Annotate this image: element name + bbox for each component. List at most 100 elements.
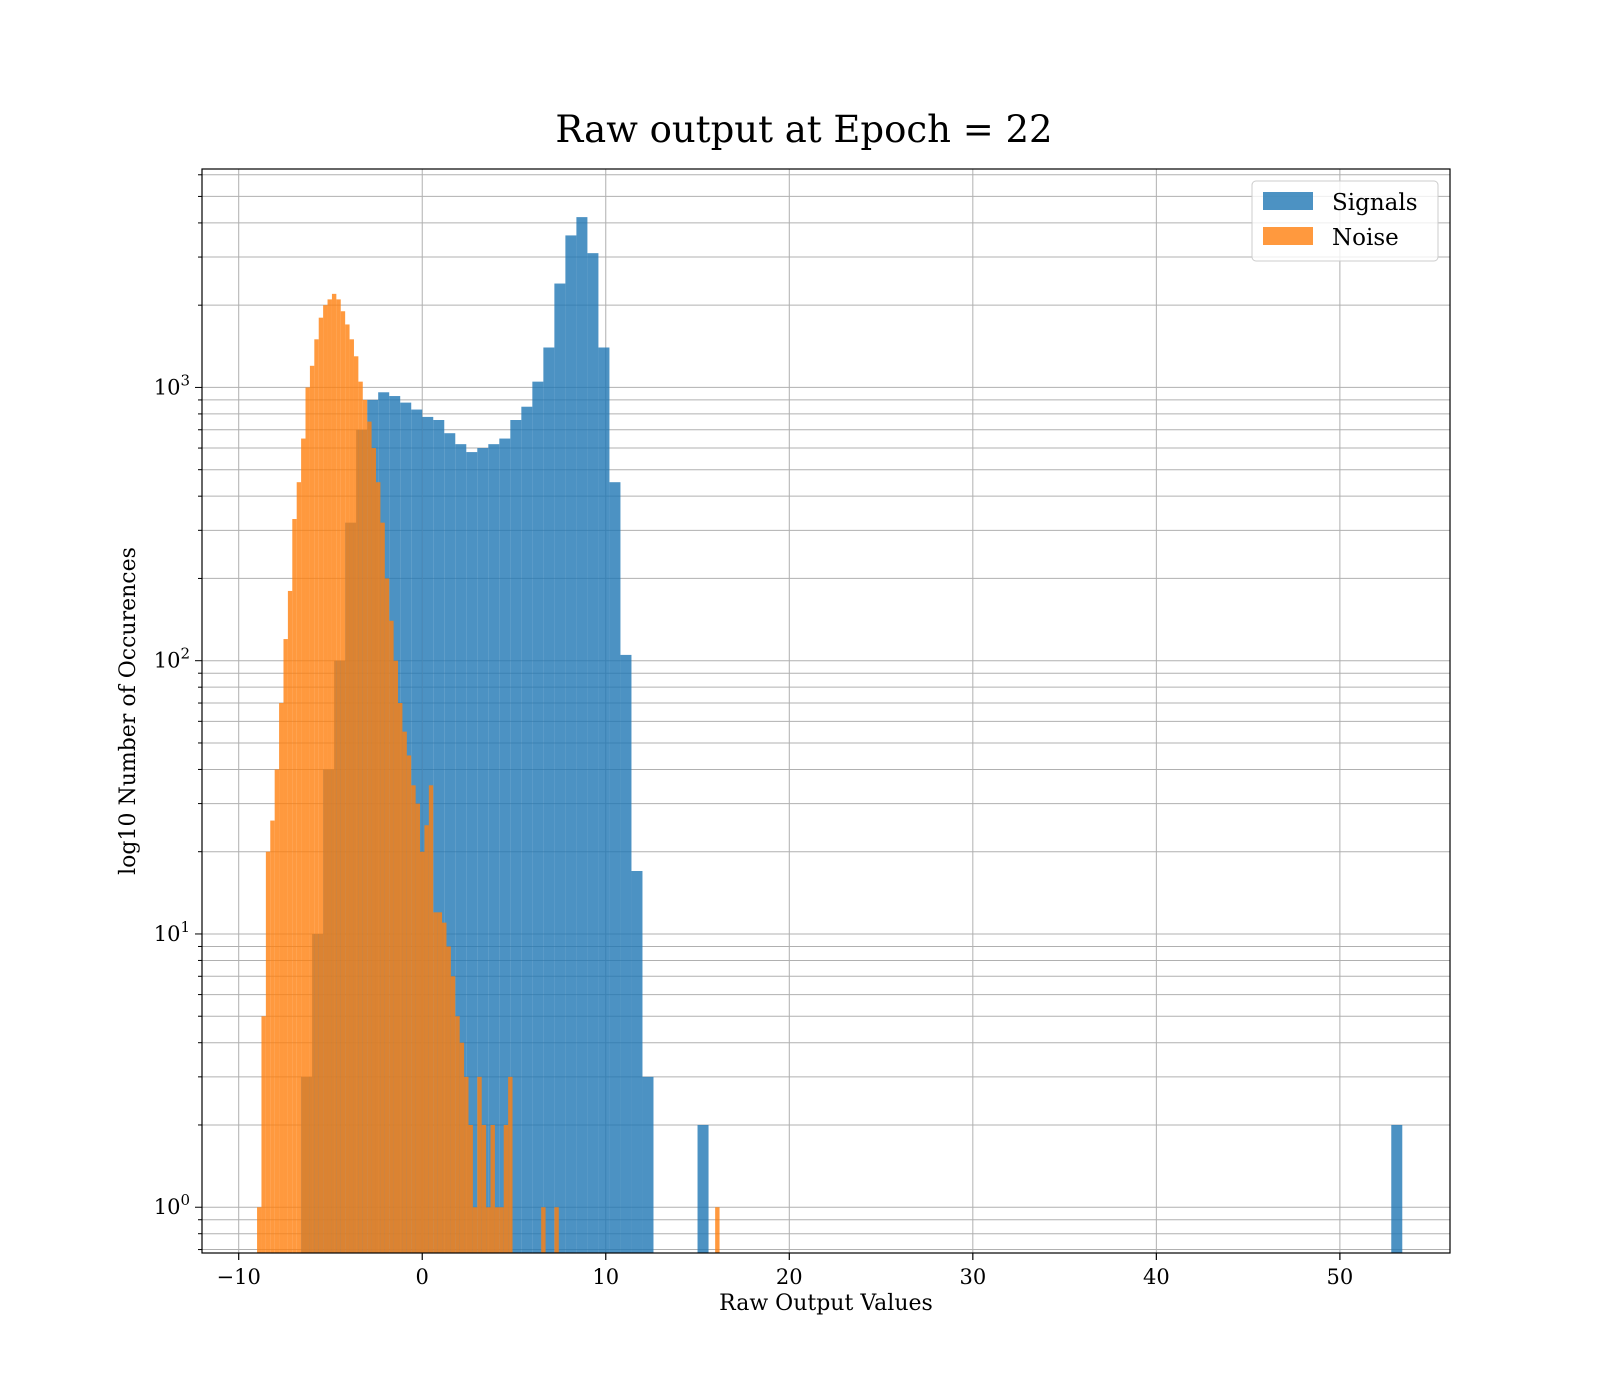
y-axis-ticks: 100 101 102 103 [154, 174, 202, 1251]
histogram-bar-noise [336, 299, 341, 1253]
x-axis-ticks: −10 0 10 20 30 40 50 [217, 1253, 1354, 1289]
histogram-bar-noise [327, 299, 332, 1253]
histogram-bar-signals [455, 444, 467, 1254]
histogram-bar-noise [375, 482, 381, 1253]
histogram-bar-noise [265, 851, 271, 1253]
histogram-bar-signals [466, 452, 478, 1254]
histogram-bar-noise [384, 578, 390, 1253]
histogram-bar-signals [642, 1076, 654, 1253]
histogram-bar-signals [1391, 1124, 1403, 1253]
histogram-bar-signals [565, 235, 577, 1254]
histogram-bar-noise [367, 421, 372, 1253]
histogram-bar-noise [455, 1016, 460, 1253]
histogram-bar-noise [402, 731, 407, 1253]
histogram-bar-noise [389, 620, 394, 1253]
histogram-bar-noise [433, 912, 438, 1253]
histogram-bar-noise [437, 912, 443, 1253]
histogram-bar-noise [283, 639, 288, 1253]
x-tick-label: 50 [1327, 1265, 1354, 1289]
legend-swatch-signals [1263, 192, 1313, 210]
histogram-bar-signals [631, 870, 643, 1253]
histogram-bar-noise [340, 311, 346, 1254]
histogram-bar-signals [510, 420, 522, 1253]
histogram-bar-noise [415, 803, 421, 1253]
histogram-bar-signals [587, 253, 599, 1253]
histogram-bar-noise [468, 1124, 473, 1253]
histogram-bar-noise [486, 1207, 491, 1253]
histogram-bar-noise [318, 317, 324, 1253]
histogram-bar-noise [411, 785, 416, 1253]
histogram-bar-noise [349, 339, 354, 1253]
histogram-bar-signals [576, 217, 588, 1253]
histogram-bar-noise [490, 1124, 495, 1253]
histogram-bar-noise [279, 703, 284, 1253]
y-tick-label: 101 [154, 918, 190, 946]
histogram-bar-noise [508, 1076, 513, 1253]
histogram-bar-noise [261, 1016, 266, 1253]
histogram-bar-noise [362, 399, 368, 1253]
histogram-bar-noise [428, 785, 434, 1253]
x-tick-label: 10 [592, 1265, 619, 1289]
y-tick-label: 103 [154, 371, 190, 399]
legend-label-signals: Signals [1332, 190, 1418, 216]
histogram-bar-noise [393, 660, 399, 1253]
legend-swatch-noise [1263, 227, 1313, 245]
histogram-bar-noise [406, 755, 412, 1253]
histogram-bar-noise [424, 825, 429, 1253]
histogram-bar-noise [270, 820, 275, 1253]
histogram-bar-noise [287, 590, 293, 1253]
y-axis-label: log10 Number of Occurences [116, 547, 141, 875]
histogram-bar-signals [444, 433, 456, 1253]
x-tick-label: 0 [416, 1265, 429, 1289]
histogram-bar-noise [420, 851, 425, 1253]
histogram-bar-noise [477, 1076, 482, 1253]
plot-frame [201, 168, 1451, 1254]
x-tick-label: −10 [217, 1265, 261, 1289]
histogram-bar-noise [345, 324, 350, 1253]
histogram-bar-noise [353, 356, 359, 1253]
histogram-bar-noise [371, 448, 376, 1253]
histogram-bar-noise [472, 1207, 478, 1253]
histogram-bar-signals [554, 283, 566, 1253]
x-tick-label: 30 [959, 1265, 986, 1289]
histogram-bar-noise [442, 922, 447, 1253]
histogram-bar-noise [296, 482, 302, 1253]
histogram-bar-noise [503, 1124, 509, 1253]
histogram-bar-noise [301, 438, 306, 1253]
legend: Signals Noise [1251, 180, 1439, 262]
histogram-bar-signals [609, 482, 621, 1253]
histogram-bar-noise [481, 1124, 487, 1253]
histogram-bar-noise [323, 305, 328, 1254]
histogram-bar-noise [309, 365, 315, 1253]
histogram-bar-noise [314, 339, 319, 1253]
histogram-bar-signals [543, 347, 555, 1253]
x-tick-label: 20 [776, 1265, 803, 1289]
histogram-bar-noise [274, 769, 280, 1253]
histogram-bar-noise [450, 976, 456, 1253]
y-tick-label: 100 [154, 1191, 190, 1219]
histogram-bar-signals [477, 448, 489, 1253]
histogram-bar-noise [459, 1042, 465, 1253]
histogram-bar-noise [257, 1207, 262, 1253]
histogram-bar-noise [464, 1076, 469, 1253]
y-tick-label: 102 [154, 645, 190, 673]
histogram-bar-noise [499, 1207, 504, 1253]
histogram-bar-noise [715, 1207, 720, 1253]
histogram-bar-signals [598, 347, 610, 1253]
histogram-bar-noise [331, 293, 337, 1253]
histogram-bar-signals [532, 381, 544, 1254]
histogram-bar-noise [446, 946, 451, 1253]
histogram-bar-noise [554, 1207, 559, 1253]
x-axis-label: Raw Output Values [719, 1291, 933, 1316]
noise-bars [257, 293, 720, 1254]
histogram-bar-noise [494, 1207, 500, 1253]
histogram-bar-signals [499, 438, 511, 1253]
histogram-bar-noise [292, 519, 297, 1253]
histogram-bar-noise [398, 703, 403, 1253]
histogram-bar-signals [620, 654, 632, 1253]
histogram-bar-signals [521, 406, 533, 1253]
legend-label-noise: Noise [1332, 225, 1399, 251]
histogram-bar-noise [305, 387, 310, 1253]
chart-title: Raw output at Epoch = 22 [555, 108, 1052, 151]
